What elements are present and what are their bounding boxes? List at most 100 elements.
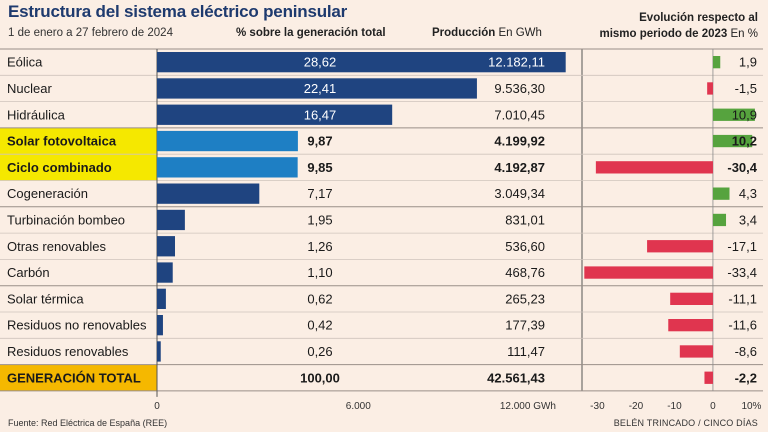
evolution-bar	[707, 82, 713, 95]
category-label: Eólica	[7, 55, 43, 70]
production-label: 42.561,43	[487, 370, 545, 385]
production-tick-label: 6.000	[346, 401, 371, 412]
row-highlight	[0, 364, 157, 391]
production-bar	[157, 288, 166, 309]
production-bar	[157, 183, 260, 204]
category-label: Residuos no renovables	[7, 318, 147, 333]
category-label: Cogeneración	[7, 186, 88, 201]
production-bar	[157, 262, 173, 283]
category-label: GENERACIÓN TOTAL	[7, 370, 141, 385]
production-bar	[157, 52, 566, 73]
production-bar	[157, 341, 161, 362]
evolution-bar	[679, 345, 713, 358]
footer-source: Fuente: Red Eléctrica de España (REE)	[8, 418, 168, 428]
evolution-header-label: mismo periodo de 2023	[599, 28, 728, 40]
category-label: Otras renovables	[7, 239, 106, 254]
percent-label: 1,10	[307, 265, 332, 280]
production-label: 265,23	[505, 291, 545, 306]
production-label: 7.010,45	[494, 107, 545, 122]
percent-label: 0,42	[307, 318, 332, 333]
evolution-tick-label: -20	[629, 401, 644, 412]
chart-title: Estructura del sistema eléctrico peninsu…	[8, 2, 348, 21]
production-bar	[157, 104, 393, 125]
evolution-header-unit: En %	[730, 28, 759, 40]
category-label: Nuclear	[7, 81, 52, 96]
evolution-value-label: 1,9	[739, 55, 757, 70]
percent-label: 100,00	[300, 370, 340, 385]
percent-label: 1,26	[307, 239, 332, 254]
production-label: 177,39	[505, 318, 545, 333]
production-label: 831,01	[505, 212, 545, 227]
production-label: 468,76	[505, 265, 545, 280]
evolution-value-label: 10,2	[732, 134, 757, 149]
evolution-bar	[595, 161, 713, 174]
percent-label: 9,85	[307, 160, 332, 175]
evolution-column-header: Evolución respecto al mismo periodo de 2…	[599, 10, 758, 42]
row-highlight	[0, 154, 157, 181]
row-highlight	[0, 127, 157, 155]
chart-subtitle: 1 de enero a 27 febrero de 2024	[8, 27, 173, 39]
percent-label: 16,47	[304, 107, 337, 122]
percent-label: 0,26	[307, 344, 332, 359]
category-label: Solar fotovoltaica	[7, 134, 117, 149]
footer-credit: BELÉN TRINCADO / CINCO DÍAS	[613, 418, 758, 428]
category-label: Hidráulica	[7, 107, 66, 122]
evolution-tick-label: 10%	[741, 401, 761, 412]
evolution-bar	[712, 134, 753, 148]
production-header-label: Producción	[432, 27, 496, 39]
production-tick-label: 12.000 GWh	[500, 401, 556, 412]
evolution-value-label: 4,3	[739, 186, 757, 201]
evolution-tick-label: -10	[667, 401, 682, 412]
evolution-bar	[584, 266, 713, 279]
evolution-value-label: 3,4	[739, 212, 757, 227]
evolution-bar	[704, 371, 713, 384]
evolution-bar	[712, 213, 727, 227]
category-label: Solar térmica	[7, 291, 84, 306]
evolution-value-label: -30,4	[727, 160, 757, 175]
category-label: Ciclo combinado	[7, 160, 112, 175]
production-tick-label: 0	[154, 401, 160, 412]
evolution-value-label: -1,5	[735, 81, 757, 96]
production-label: 536,60	[505, 239, 545, 254]
evolution-tick-label: 0	[710, 401, 716, 412]
production-bar	[157, 78, 477, 99]
evolution-value-label: -11,6	[728, 318, 757, 333]
category-label: Carbón	[7, 265, 50, 280]
evolution-tick-label: -30	[590, 401, 605, 412]
evolution-bar	[647, 240, 713, 253]
production-bar	[157, 157, 298, 178]
category-label: Residuos renovables	[7, 344, 129, 359]
evolution-bar	[670, 292, 713, 305]
production-bar	[157, 236, 176, 257]
evolution-header-line2: mismo periodo de 2023 En %	[599, 26, 758, 42]
evolution-value-label: -8,6	[735, 344, 757, 359]
percent-label: 28,62	[304, 55, 337, 70]
category-label: Turbinación bombeo	[7, 212, 125, 227]
production-label: 111,47	[507, 344, 545, 359]
percent-label: 1,95	[307, 212, 332, 227]
production-bar	[157, 315, 163, 336]
production-label: 4.192,87	[494, 160, 545, 175]
evolution-header-line1: Evolución respecto al	[639, 12, 758, 24]
production-bar	[157, 209, 185, 231]
evolution-value-label: 10,9	[732, 107, 757, 122]
evolution-bar	[668, 319, 713, 332]
evolution-bar	[712, 187, 730, 200]
production-header-unit: En GWh	[498, 27, 542, 39]
percent-label: 0,62	[307, 291, 332, 306]
percent-label: 22,41	[304, 81, 337, 96]
production-column-header: Producción En GWh	[432, 27, 542, 39]
evolution-value-label: -2,2	[735, 370, 757, 385]
production-label: 9.536,30	[494, 81, 545, 96]
evolution-value-label: -33,4	[727, 265, 757, 280]
percent-label: 9,87	[307, 134, 332, 149]
percent-column-header: % sobre la generación total	[236, 27, 386, 39]
production-label: 3.049,34	[494, 186, 545, 201]
percent-label: 7,17	[307, 186, 332, 201]
production-label: 4.199,92	[494, 134, 545, 149]
evolution-bar	[712, 56, 721, 69]
evolution-value-label: -17,1	[727, 239, 757, 254]
production-bar	[157, 130, 298, 152]
evolution-value-label: -11,1	[728, 291, 757, 306]
